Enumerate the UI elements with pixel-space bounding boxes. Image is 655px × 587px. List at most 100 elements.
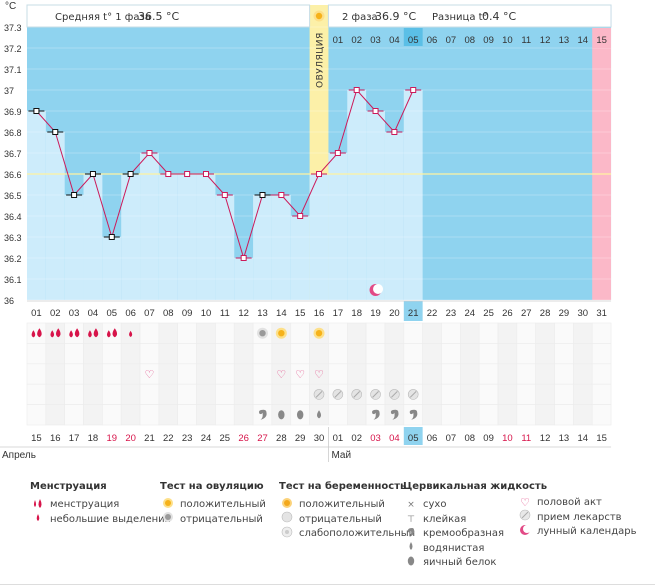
date-label: 21	[144, 433, 155, 444]
temperature-point	[240, 255, 247, 261]
phase1-label: Средняя t° 1 фаза	[55, 12, 151, 23]
temperature-point	[316, 171, 323, 177]
date-label: 04	[389, 433, 400, 444]
phase2-label: 2 фаза	[342, 12, 378, 23]
grid-cell	[365, 363, 386, 385]
legend-ovulation-test: Тест на овуляцию положительный отрицател…	[160, 481, 266, 527]
temperature-bar	[27, 111, 46, 300]
date-label: 01	[333, 433, 344, 444]
cycle-day-label: 23	[446, 308, 457, 319]
grid-cell	[591, 343, 612, 365]
grid-cell	[441, 363, 461, 385]
legend-item: водянистая	[423, 542, 485, 554]
grid-cell	[516, 343, 536, 365]
cycle-day-label: 05	[106, 308, 117, 319]
grid-cell	[64, 363, 84, 385]
grid-cell	[573, 363, 593, 385]
date-label: 17	[69, 433, 80, 444]
menstruation-icon	[69, 330, 73, 338]
grid-cell	[365, 343, 386, 365]
legend-item: лунный календарь	[537, 526, 637, 537]
phase2-day-label: 09	[483, 35, 494, 46]
grid-cell	[591, 404, 612, 426]
grid-cell	[573, 383, 593, 405]
legend-other: ♡ половой акт прием лекарств лунный кален…	[517, 496, 637, 540]
date-label: 16	[50, 433, 61, 444]
phase2-header	[327, 4, 612, 28]
grid-cell	[478, 383, 499, 405]
pill-line	[315, 391, 323, 398]
grid-cell	[271, 343, 292, 365]
legend-item: слабоположительный	[299, 528, 416, 539]
grid-cell	[403, 322, 423, 344]
legend-item: положительный	[299, 499, 385, 510]
temperature-point	[202, 171, 209, 177]
phase2-value: 36.9 °C	[375, 10, 416, 23]
grid-cell	[441, 404, 461, 426]
legend-menstruation: Менструация менструация небольшие выделе…	[30, 481, 171, 527]
y-tick-label: 37.3	[4, 23, 22, 33]
grid-cell	[139, 343, 160, 365]
temperature-point	[297, 213, 304, 219]
grid-cell	[45, 343, 65, 365]
grid-cell	[497, 322, 518, 344]
temperature-bar	[196, 174, 216, 300]
legend-item: отрицательный	[180, 513, 263, 525]
grid-cell	[177, 383, 197, 405]
grid-cell	[403, 404, 423, 426]
grid-cell	[516, 322, 536, 344]
temperature-point	[221, 192, 228, 198]
current-day-highlight	[403, 301, 423, 321]
phase2-day-label: 03	[370, 35, 381, 46]
legend-title: Менструация	[30, 481, 107, 492]
date-label: 06	[427, 433, 438, 444]
temperature-point	[71, 192, 78, 198]
grid-cell	[83, 383, 103, 405]
grid-cell	[591, 322, 612, 344]
cycle-day-label: 13	[257, 308, 268, 319]
date-label: 07	[446, 433, 457, 444]
grid-cell	[478, 363, 499, 385]
legend-item: менструация	[50, 499, 120, 510]
temperature-point	[372, 108, 379, 114]
temperature-bar	[64, 195, 84, 300]
watery-icon	[403, 540, 419, 558]
phase2-day-label: 08	[464, 35, 475, 46]
grid-cell	[102, 383, 122, 405]
y-tick-label: 36.2	[4, 254, 22, 264]
grid-cell	[497, 343, 518, 365]
pregnancy-negative-icon	[279, 511, 295, 529]
creamy-icon	[409, 409, 418, 420]
cycle-day-cell	[592, 301, 612, 321]
temperature-bar	[158, 174, 178, 300]
grid-cell	[441, 383, 461, 405]
cycle-day-label: 04	[88, 308, 99, 319]
grid-cell	[233, 363, 254, 385]
grid-cell	[64, 322, 84, 344]
y-tick-label: 36	[4, 296, 14, 306]
cycle-day-label: 16	[314, 308, 325, 319]
cycle-day-label: 14	[276, 308, 287, 319]
light-spotting-icon	[30, 511, 46, 529]
difference-label: Разница t°	[432, 12, 488, 23]
grid-cell	[290, 322, 310, 344]
temperature-point	[184, 171, 191, 177]
cycle-day-label: 03	[69, 308, 80, 319]
date-label: 28	[276, 433, 287, 444]
sun-core	[259, 330, 266, 337]
grid-cell	[384, 322, 405, 344]
egg-white-icon	[403, 555, 419, 573]
date-label: 20	[125, 433, 136, 444]
y-tick-label: 36.6	[4, 170, 22, 180]
phase2-day-label: 10	[502, 35, 513, 46]
phase2-day-label: 15	[596, 35, 607, 46]
grid-cell	[26, 404, 47, 426]
date-label: 19	[106, 433, 117, 444]
cycle-day-label: 20	[389, 308, 400, 319]
heart-icon: ♡	[295, 369, 305, 381]
menstruation-icon	[74, 328, 80, 338]
date-label: 22	[163, 433, 174, 444]
grid-cell	[573, 404, 593, 426]
temperature-bar	[366, 111, 385, 300]
grid-cell	[26, 343, 47, 365]
